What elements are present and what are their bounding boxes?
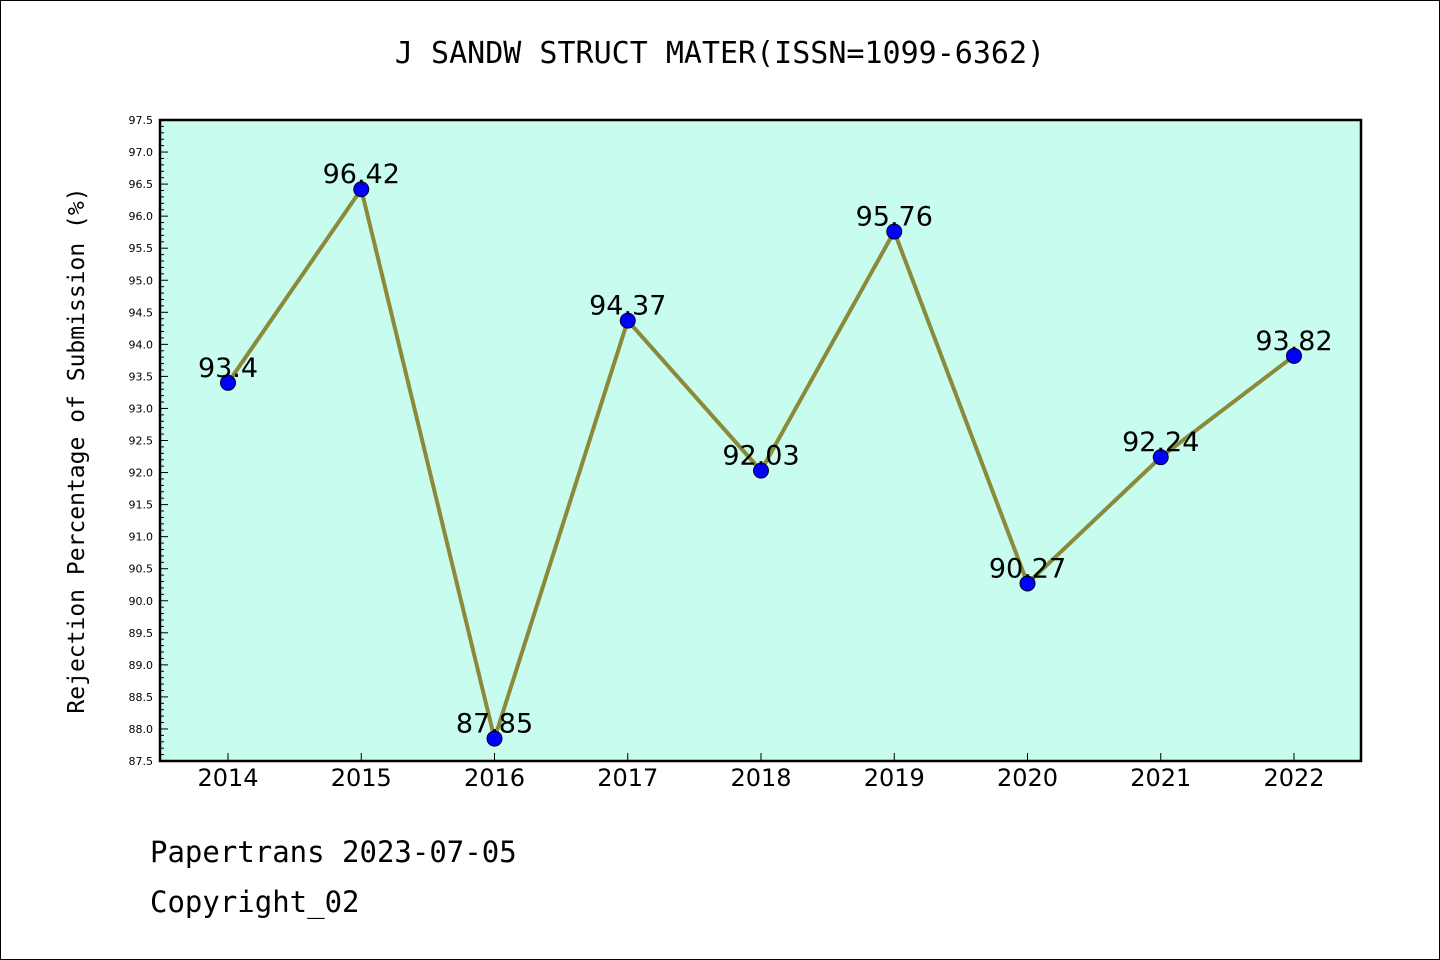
x-tick-label: 2015 (331, 764, 392, 792)
y-tick-label: 93.0 (129, 402, 154, 415)
y-tick-label: 90.0 (129, 595, 154, 608)
data-point (220, 374, 236, 391)
y-axis-label: Rejection Percentage of Submission (%) (64, 187, 90, 713)
y-tick-label: 88.0 (129, 723, 154, 736)
chart-title: J SANDW STRUCT MATER(ISSN=1099-6362) (394, 36, 1046, 71)
footer-source: Papertrans 2023-07-05 (150, 835, 517, 869)
y-tick-label: 96.5 (129, 178, 154, 191)
y-tick-label: 94.0 (129, 338, 154, 351)
x-tick-label: 2021 (1130, 764, 1191, 792)
y-tick-label: 97.0 (129, 146, 154, 159)
x-tick-label: 2022 (1263, 764, 1324, 792)
data-point (353, 181, 370, 198)
y-tick-label: 93.5 (129, 370, 154, 383)
y-tick-label: 94.5 (129, 306, 154, 319)
data-point (1152, 449, 1169, 466)
y-tick-label: 88.5 (129, 691, 154, 704)
data-label: 93.82 (1255, 326, 1332, 357)
data-label: 92.24 (1122, 427, 1199, 458)
y-tick-label: 87.5 (129, 755, 154, 768)
x-tick-label: 2016 (464, 764, 525, 792)
y-tick-label: 89.5 (129, 627, 154, 640)
footer-copyright: Copyright_02 (150, 885, 360, 919)
data-label: 93.4 (198, 353, 258, 384)
data-point (753, 462, 769, 479)
y-tick-label: 92.0 (129, 467, 154, 480)
data-point (1286, 347, 1302, 364)
data-point (886, 223, 903, 240)
data-point (1019, 575, 1036, 592)
y-tick-label: 89.0 (129, 659, 154, 672)
x-tick-label: 2014 (197, 764, 258, 792)
x-tick-label: 2020 (997, 764, 1058, 792)
x-axis-ticks: 2014 2015 2016 2017 2018 2019 2020 2021 2022 (197, 753, 1325, 792)
y-tick-label: 95.0 (129, 274, 154, 287)
y-tick-label: 96.0 (129, 210, 154, 223)
y-tick-label: 90.5 (129, 563, 154, 576)
x-tick-label: 2019 (864, 764, 925, 792)
data-label: 96.42 (323, 159, 400, 190)
data-markers (220, 181, 1302, 747)
x-tick-label: 2017 (597, 764, 658, 792)
data-label: 87.85 (456, 709, 533, 740)
y-tick-label: 91.0 (129, 531, 154, 544)
x-tick-label: 2018 (730, 764, 791, 792)
y-axis-ticks: 87.5 88.0 88.5 89.0 89.5 90.0 90.5 91.0 91.5 92.0… (129, 114, 168, 768)
data-point (486, 730, 503, 747)
y-tick-label: 92.5 (129, 435, 154, 448)
data-label: 95.76 (856, 202, 933, 233)
plot-area (160, 120, 1361, 761)
data-label: 94.37 (589, 291, 666, 322)
data-label: 90.27 (989, 553, 1066, 584)
data-labels: 93.4 96.42 87.85 94.37 92.03 95.76 90.27 92.24 9… (198, 159, 1333, 739)
y-tick-label: 91.5 (129, 499, 154, 512)
plot-border (158, 118, 1363, 763)
y-tick-label: 95.5 (129, 242, 154, 255)
data-point (619, 312, 636, 329)
data-label: 92.03 (722, 441, 799, 472)
y-tick-label: 97.5 (129, 114, 154, 127)
